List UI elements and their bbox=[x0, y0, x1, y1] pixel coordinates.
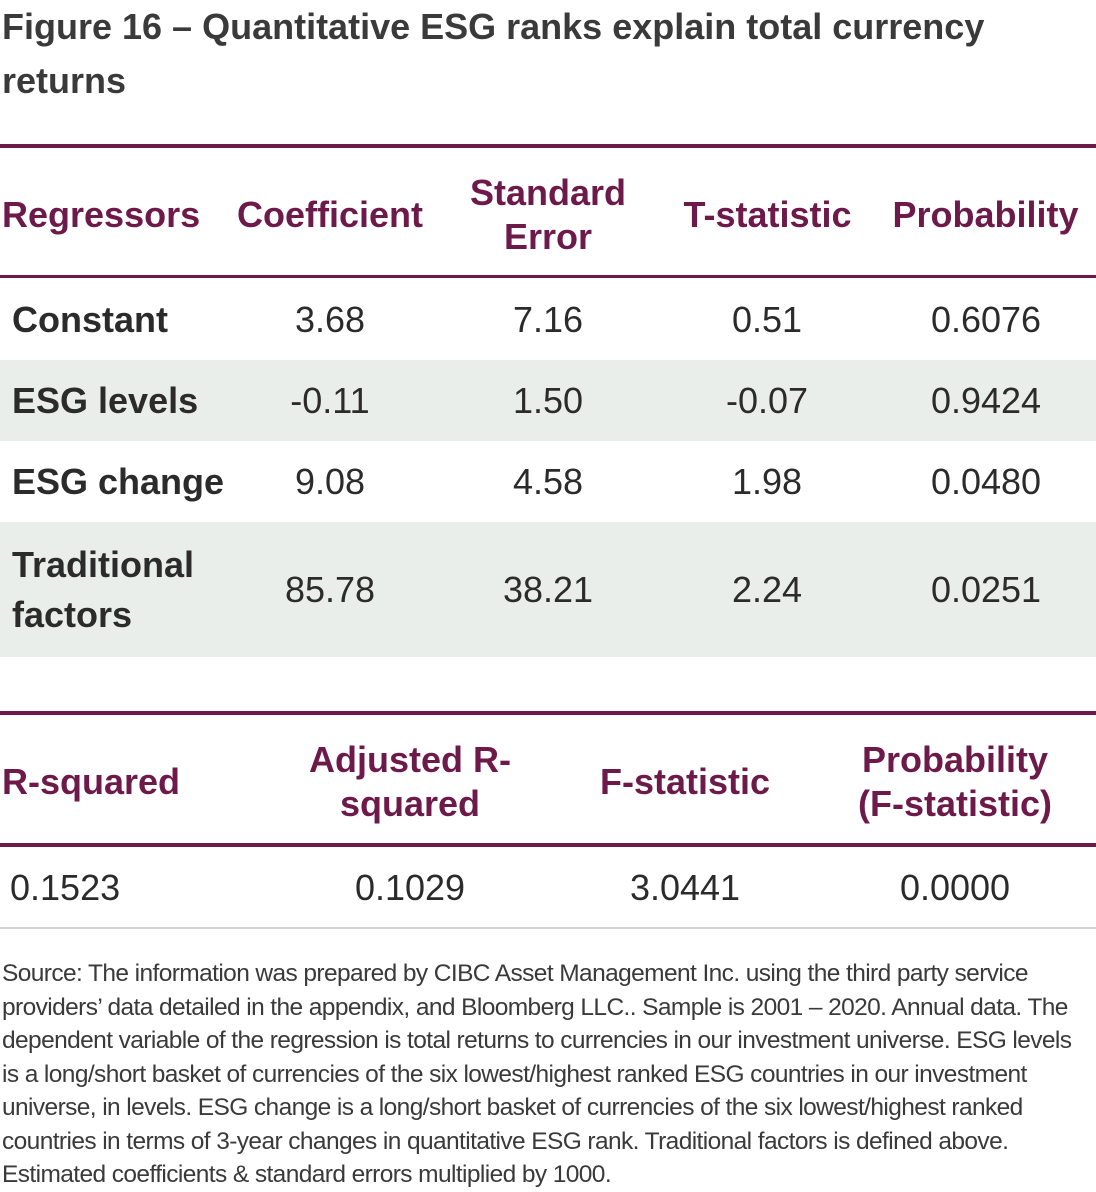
probability-cell: 0.0251 bbox=[930, 568, 1042, 610]
f-statistic-value: 3.0441 bbox=[629, 867, 741, 908]
t-stat-cell: 2.24 bbox=[731, 568, 803, 610]
header-f-statistic: F-statistic bbox=[599, 761, 771, 802]
coefficient-cell: 9.08 bbox=[294, 460, 366, 502]
table2-header-rule bbox=[0, 843, 1096, 847]
r-squared-value: 0.1523 bbox=[10, 867, 121, 908]
table1-header-rule bbox=[0, 275, 1096, 278]
probability-cell: 0.6076 bbox=[930, 299, 1042, 340]
table-row: Traditional factors 85.78 38.21 2.24 0.0… bbox=[0, 522, 1096, 657]
coefficient-cell: 85.78 bbox=[284, 568, 376, 610]
row-label: ESG change bbox=[12, 460, 225, 502]
header-regressors: Regressors bbox=[2, 194, 201, 235]
std-error-cell: 1.50 bbox=[512, 379, 584, 421]
table1-top-rule bbox=[0, 144, 1096, 148]
header-standard-error: Standard Error bbox=[469, 172, 627, 257]
header-probability: Probability bbox=[892, 194, 1079, 235]
probability-cell: 0.9424 bbox=[930, 379, 1042, 421]
row-label: Traditional factors bbox=[12, 543, 195, 635]
coefficient-cell: 3.68 bbox=[294, 299, 366, 340]
header-r-squared: R-squared bbox=[2, 761, 181, 802]
header-probability-f: Probability (F-statistic) bbox=[857, 739, 1052, 824]
table-row: 0.1523 0.1029 3.0441 0.0000 bbox=[0, 849, 1096, 927]
coefficient-cell: -0.11 bbox=[290, 379, 370, 421]
table-row: ESG change 9.08 4.58 1.98 0.0480 bbox=[0, 441, 1096, 522]
t-stat-cell: -0.07 bbox=[725, 379, 809, 421]
probability-f-value: 0.0000 bbox=[899, 867, 1011, 908]
probability-cell: 0.0480 bbox=[930, 460, 1042, 502]
row-label: Constant bbox=[12, 299, 168, 340]
t-stat-cell: 1.98 bbox=[731, 460, 803, 502]
adjusted-r-squared-value: 0.1029 bbox=[354, 867, 466, 908]
header-t-statistic: T-statistic bbox=[683, 194, 852, 235]
std-error-cell: 4.58 bbox=[512, 460, 584, 502]
std-error-cell: 7.16 bbox=[512, 299, 584, 340]
header-coefficient: Coefficient bbox=[236, 194, 423, 235]
row-label: ESG levels bbox=[12, 379, 199, 421]
std-error-cell: 38.21 bbox=[502, 568, 594, 610]
table2-bottom-rule bbox=[0, 927, 1096, 929]
header-adjusted-r-squared: Adjusted R-squared bbox=[309, 739, 511, 824]
table-row: ESG levels -0.11 1.50 -0.07 0.9424 bbox=[0, 360, 1096, 441]
figure-title: Figure 16 – Quantitative ESG ranks expla… bbox=[2, 6, 985, 101]
source-footnote: Source: The information was prepared by … bbox=[2, 960, 1072, 1188]
table-row: Constant 3.68 7.16 0.51 0.6076 bbox=[0, 280, 1096, 360]
table2-top-rule bbox=[0, 711, 1096, 715]
t-stat-cell: 0.51 bbox=[731, 299, 803, 340]
